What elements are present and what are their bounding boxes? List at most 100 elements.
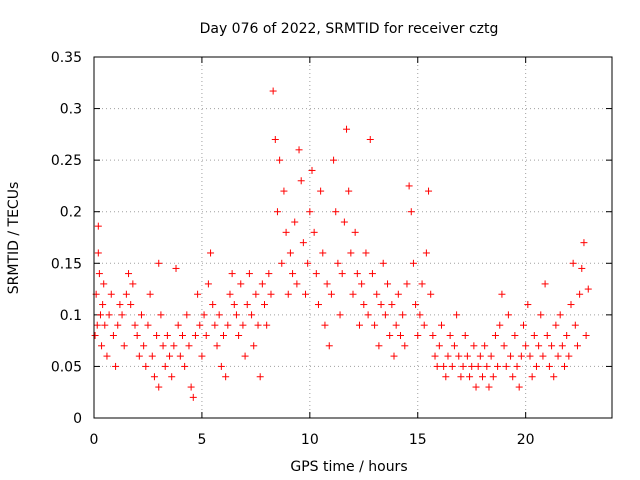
- data-point: [381, 311, 389, 319]
- data-point: [243, 301, 251, 309]
- data-point: [304, 259, 312, 267]
- data-point: [472, 383, 480, 391]
- data-point: [425, 187, 433, 195]
- data-point: [140, 342, 148, 350]
- x-tick-label: 10: [301, 432, 319, 448]
- data-point: [252, 290, 260, 298]
- data-point: [166, 352, 174, 360]
- data-point: [483, 362, 491, 370]
- data-point: [489, 373, 497, 381]
- data-point: [479, 373, 486, 381]
- y-tick-label: 0.3: [60, 102, 82, 118]
- data-point: [422, 249, 430, 257]
- data-point: [584, 285, 592, 293]
- data-point: [481, 342, 489, 350]
- data-point: [364, 311, 372, 319]
- data-point: [317, 187, 325, 195]
- data-point: [94, 222, 102, 230]
- data-point: [332, 208, 340, 216]
- data-point: [327, 290, 335, 298]
- data-point: [487, 352, 495, 360]
- data-point: [345, 187, 353, 195]
- chart-title: Day 076 of 2022, SRMTID for receiver czt…: [200, 21, 499, 37]
- data-point: [178, 331, 186, 339]
- data-point: [245, 270, 253, 278]
- y-tick-label: 0.05: [51, 359, 82, 375]
- data-point: [558, 342, 566, 350]
- data-point: [396, 331, 404, 339]
- data-point: [284, 290, 292, 298]
- data-point: [461, 331, 469, 339]
- data-point: [293, 280, 301, 288]
- data-point: [269, 87, 277, 95]
- data-point: [362, 249, 370, 257]
- data-point: [226, 290, 234, 298]
- data-point: [543, 331, 551, 339]
- data-point: [409, 259, 417, 267]
- data-point: [407, 208, 415, 216]
- data-point: [548, 342, 556, 350]
- data-point: [358, 280, 366, 288]
- data-point: [289, 270, 297, 278]
- data-point: [137, 311, 145, 319]
- data-point: [98, 342, 106, 350]
- data-point: [420, 321, 428, 329]
- data-point: [448, 362, 456, 370]
- data-point: [93, 321, 101, 329]
- data-point: [153, 331, 161, 339]
- data-point: [338, 270, 346, 278]
- data-point: [224, 321, 232, 329]
- data-point: [573, 342, 581, 350]
- data-point: [403, 280, 411, 288]
- data-point: [442, 373, 450, 381]
- data-point: [498, 290, 506, 298]
- data-point: [524, 301, 532, 309]
- data-point: [191, 331, 199, 339]
- data-point: [565, 352, 573, 360]
- data-point: [222, 373, 230, 381]
- data-point: [273, 208, 281, 216]
- data-point: [392, 321, 400, 329]
- data-point: [399, 311, 407, 319]
- data-point: [155, 383, 163, 391]
- data-point: [470, 342, 478, 350]
- data-point: [112, 362, 120, 370]
- y-tick-label: 0.35: [51, 50, 82, 66]
- data-point: [418, 280, 426, 288]
- data-point: [466, 373, 474, 381]
- data-point: [474, 362, 482, 370]
- data-point: [314, 301, 322, 309]
- data-point: [299, 239, 307, 247]
- data-point: [220, 331, 227, 339]
- y-tick-label: 0.2: [60, 205, 82, 221]
- data-point: [535, 342, 543, 350]
- data-point: [118, 311, 126, 319]
- y-tick-label: 0.25: [51, 153, 82, 169]
- data-point: [159, 342, 167, 350]
- data-point: [561, 362, 569, 370]
- data-point: [405, 182, 413, 190]
- data-point: [429, 331, 437, 339]
- data-point: [291, 218, 299, 226]
- data-point: [496, 321, 504, 329]
- data-point: [306, 208, 314, 216]
- data-point: [373, 290, 381, 298]
- data-point: [537, 311, 545, 319]
- data-point: [528, 373, 536, 381]
- data-point: [368, 270, 376, 278]
- data-point: [204, 280, 212, 288]
- data-point: [230, 301, 238, 309]
- data-point: [135, 352, 143, 360]
- data-point: [394, 290, 402, 298]
- data-point: [375, 342, 383, 350]
- data-point: [319, 249, 327, 257]
- data-point: [485, 383, 493, 391]
- data-point: [131, 321, 139, 329]
- data-point: [237, 280, 245, 288]
- data-point: [133, 331, 141, 339]
- data-point: [310, 228, 318, 236]
- data-point: [494, 362, 502, 370]
- data-point: [431, 352, 439, 360]
- data-point: [276, 156, 284, 164]
- data-point: [371, 321, 379, 329]
